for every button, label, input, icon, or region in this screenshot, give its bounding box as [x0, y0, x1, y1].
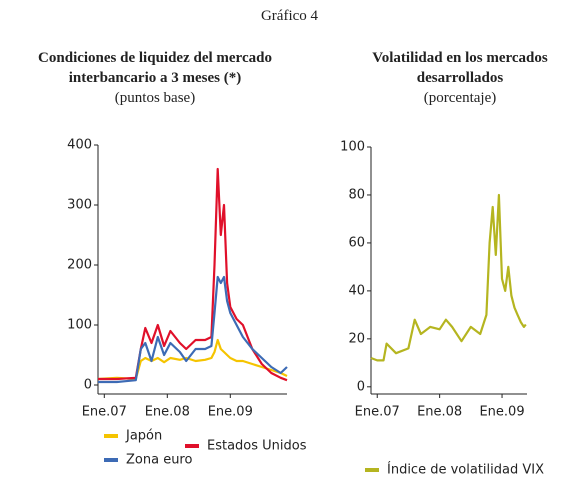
x-tick-label: Ene.09	[479, 405, 524, 420]
x-tick-label: Ene.07	[82, 405, 127, 420]
series-line	[370, 193, 527, 362]
legend-label: Estados Unidos	[207, 439, 307, 454]
figure-title: Gráfico 4	[260, 8, 319, 24]
y-tick-label: 200	[67, 258, 92, 273]
x-tick-label: Ene.07	[355, 405, 400, 420]
chart-subtitle: (porcentaje)	[423, 90, 497, 106]
chart-subtitle: (puntos base)	[114, 90, 196, 106]
y-tick-label: 80	[348, 187, 365, 202]
y-tick-label: 0	[357, 379, 365, 394]
y-tick-label: 100	[67, 318, 92, 333]
y-tick-label: 0	[84, 378, 92, 393]
legend-label: Zona euro	[126, 453, 192, 468]
y-tick-label: 300	[67, 198, 92, 213]
legend-label: Índice de volatilidad VIX	[387, 462, 544, 478]
legend-label: Japón	[125, 429, 162, 444]
x-tick-label: Ene.08	[417, 405, 462, 420]
series-line	[98, 275, 288, 384]
y-tick-label: 40	[348, 283, 365, 298]
y-tick-label: 60	[348, 235, 365, 250]
x-tick-label: Ene.09	[208, 405, 253, 420]
y-tick-label: 100	[340, 140, 365, 155]
chart-title: Condiciones de liquidez del mercado inte…	[38, 50, 272, 86]
chart-title: Volatilidad en los mercados desarrollado…	[372, 50, 548, 86]
y-tick-label: 20	[348, 331, 365, 346]
series-line	[97, 338, 288, 381]
y-tick-label: 400	[67, 138, 92, 153]
x-tick-label: Ene.08	[145, 405, 190, 420]
series-line	[98, 167, 288, 382]
